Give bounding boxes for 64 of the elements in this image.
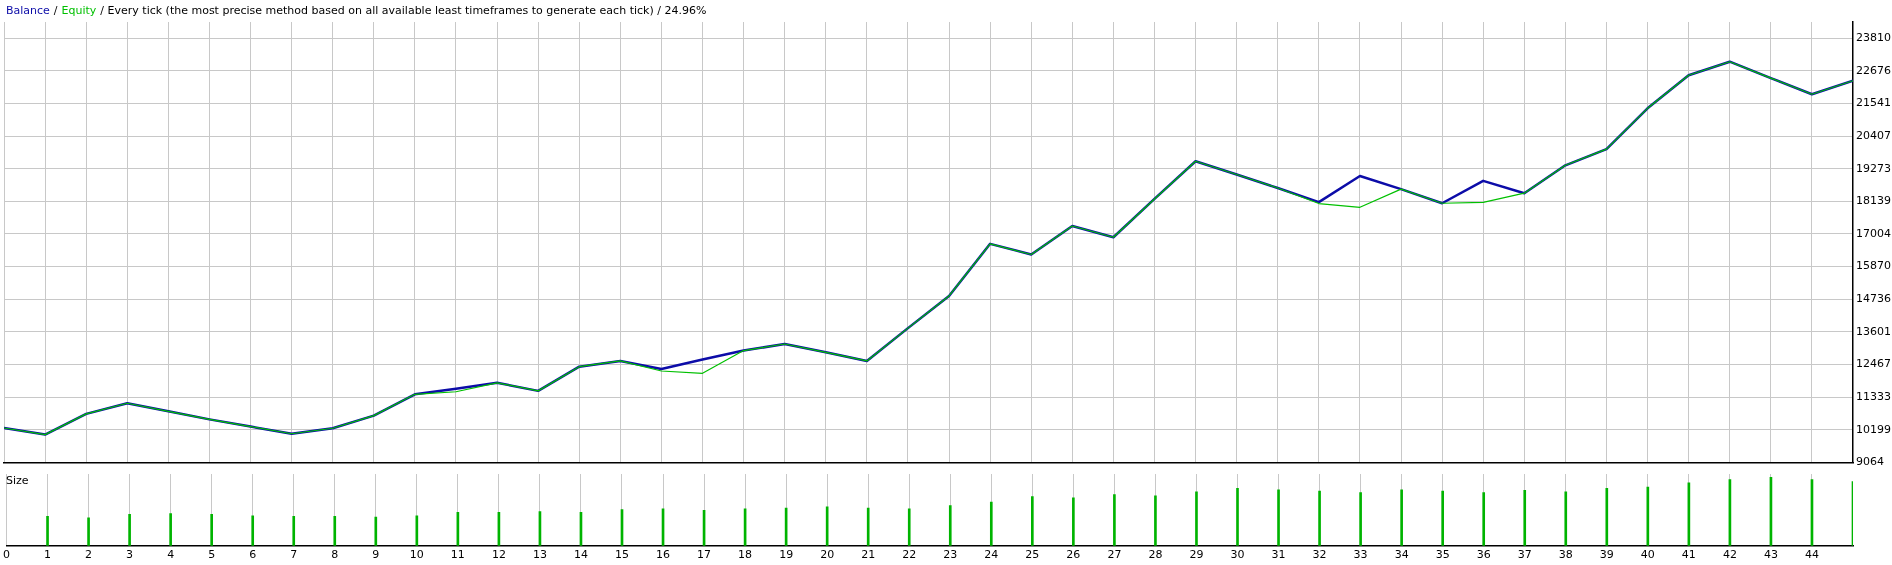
x-tick-label: 24 [984,548,999,562]
x-tick-label: 33 [1353,548,1368,562]
y-tick-label: 18139 [1856,194,1891,208]
y-tick-label: 15870 [1856,259,1891,273]
x-tick-label: 17 [697,548,712,562]
x-tick-label: 30 [1230,548,1245,562]
y-tick-label: 21541 [1856,96,1891,110]
x-tick-label: 41 [1681,548,1696,562]
x-tick-label: 42 [1722,548,1737,562]
x-tick-label: 22 [902,548,917,562]
y-tick-label: 13601 [1856,324,1891,338]
x-tick-label: 44 [1804,548,1819,562]
y-tick-label: 22676 [1856,63,1891,77]
x-tick-label: 18 [738,548,753,562]
x-tick-label: 3 [126,548,134,562]
x-tick-label: 40 [1640,548,1655,562]
x-tick-label: 4 [167,548,175,562]
x-tick-label: 37 [1517,548,1532,562]
x-tick-label: 8 [331,548,339,562]
y-tick-label: 20407 [1856,128,1891,142]
x-tick-label: 20 [820,548,835,562]
x-tick-label: 16 [656,548,671,562]
x-tick-label: 25 [1025,548,1040,562]
y-tick-label: 17004 [1856,226,1891,240]
x-tick-label: 39 [1599,548,1614,562]
x-tick-label: 19 [779,548,794,562]
chart-title: / Every tick (the most precise method based on all available least timeframes to generate each tick) / 24.96% [100,3,707,17]
x-tick-label: 2 [85,548,93,562]
x-tick-label: 10 [409,548,424,562]
x-tick-label: 34 [1394,548,1409,562]
y-tick-label: 10199 [1856,422,1891,436]
x-tick-label: 0 [3,548,10,562]
y-tick-label: 9064 [1856,455,1884,469]
y-tick-label: 23810 [1856,30,1891,44]
x-tick-label: 26 [1066,548,1081,562]
x-tick-label: 35 [1435,548,1450,562]
x-tick-label: 38 [1558,548,1573,562]
x-tick-label: 29 [1189,548,1204,562]
x-tick-label: 15 [615,548,629,562]
x-tick-label: 11 [450,548,465,562]
x-tick-label: 9 [372,548,380,562]
x-tick-label: 23 [943,548,958,562]
text: / [53,3,58,17]
y-tick-label: 14736 [1856,292,1891,306]
x-tick-label: 14 [573,548,588,562]
chart-title: Size [6,473,29,487]
x-tick-label: 36 [1476,548,1491,562]
x-tick-label: 27 [1107,548,1122,562]
x-tick-label: 7 [290,548,298,562]
x-tick-label: 28 [1148,548,1163,562]
y-tick-label: 19273 [1856,161,1891,175]
x-tick-label: 12 [491,548,506,562]
x-tick-label: 6 [249,548,257,562]
x-tick-label: 31 [1271,548,1286,562]
x-tick-label: 32 [1312,548,1327,562]
x-tick-label: 5 [208,548,216,562]
text: Balance [6,3,51,17]
y-tick-label: 11333 [1856,389,1891,403]
y-tick-label: 12467 [1856,357,1891,371]
x-tick-label: 1 [44,548,52,562]
x-tick-label: 21 [861,548,876,562]
text: Equity [61,3,97,17]
x-tick-label: 13 [532,548,547,562]
x-tick-label: 43 [1763,548,1778,562]
